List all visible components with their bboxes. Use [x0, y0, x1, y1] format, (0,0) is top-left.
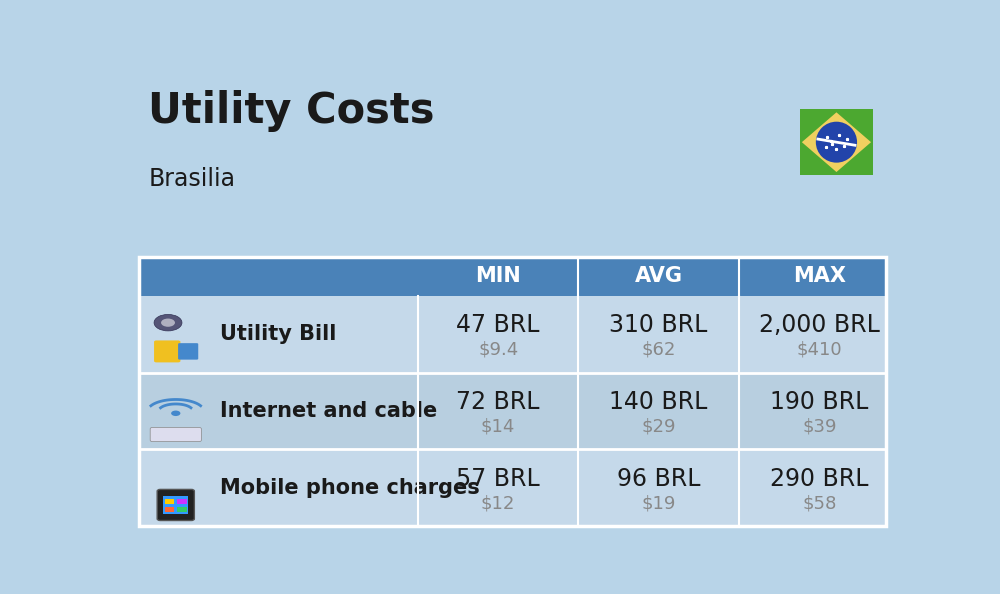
- FancyBboxPatch shape: [178, 343, 198, 359]
- Text: MAX: MAX: [793, 266, 846, 286]
- Text: 310 BRL: 310 BRL: [609, 313, 708, 337]
- Text: MIN: MIN: [475, 266, 521, 286]
- Circle shape: [171, 410, 180, 416]
- FancyBboxPatch shape: [139, 372, 886, 450]
- FancyBboxPatch shape: [800, 109, 873, 175]
- FancyBboxPatch shape: [165, 498, 174, 504]
- Text: 2,000 BRL: 2,000 BRL: [759, 313, 880, 337]
- FancyBboxPatch shape: [157, 489, 194, 520]
- Text: 140 BRL: 140 BRL: [609, 390, 708, 414]
- FancyBboxPatch shape: [177, 507, 187, 512]
- Text: 72 BRL: 72 BRL: [456, 390, 540, 414]
- FancyBboxPatch shape: [163, 496, 188, 514]
- Text: 290 BRL: 290 BRL: [770, 467, 869, 491]
- Text: $29: $29: [641, 418, 676, 435]
- Circle shape: [154, 314, 182, 331]
- Text: 47 BRL: 47 BRL: [456, 313, 540, 337]
- Text: $19: $19: [641, 494, 676, 512]
- Text: $410: $410: [797, 340, 842, 359]
- Text: Internet and cable: Internet and cable: [220, 401, 438, 421]
- FancyBboxPatch shape: [177, 498, 187, 504]
- Ellipse shape: [816, 122, 857, 163]
- Circle shape: [161, 318, 175, 327]
- Text: AVG: AVG: [635, 266, 683, 286]
- Text: $62: $62: [641, 340, 676, 359]
- FancyBboxPatch shape: [139, 257, 886, 296]
- Text: Utility Costs: Utility Costs: [148, 90, 435, 132]
- Text: $12: $12: [481, 494, 515, 512]
- FancyBboxPatch shape: [165, 507, 174, 512]
- FancyBboxPatch shape: [154, 340, 180, 362]
- FancyBboxPatch shape: [139, 296, 886, 372]
- Text: 190 BRL: 190 BRL: [770, 390, 869, 414]
- FancyBboxPatch shape: [139, 450, 886, 526]
- FancyBboxPatch shape: [150, 428, 201, 441]
- Text: 96 BRL: 96 BRL: [617, 467, 700, 491]
- Polygon shape: [802, 112, 871, 172]
- Text: Brasilia: Brasilia: [148, 168, 235, 191]
- Text: Mobile phone charges: Mobile phone charges: [220, 478, 480, 498]
- Text: $58: $58: [802, 494, 837, 512]
- Text: Utility Bill: Utility Bill: [220, 324, 337, 344]
- Text: 57 BRL: 57 BRL: [456, 467, 540, 491]
- Text: $14: $14: [481, 418, 515, 435]
- Text: $9.4: $9.4: [478, 340, 518, 359]
- Text: $39: $39: [802, 418, 837, 435]
